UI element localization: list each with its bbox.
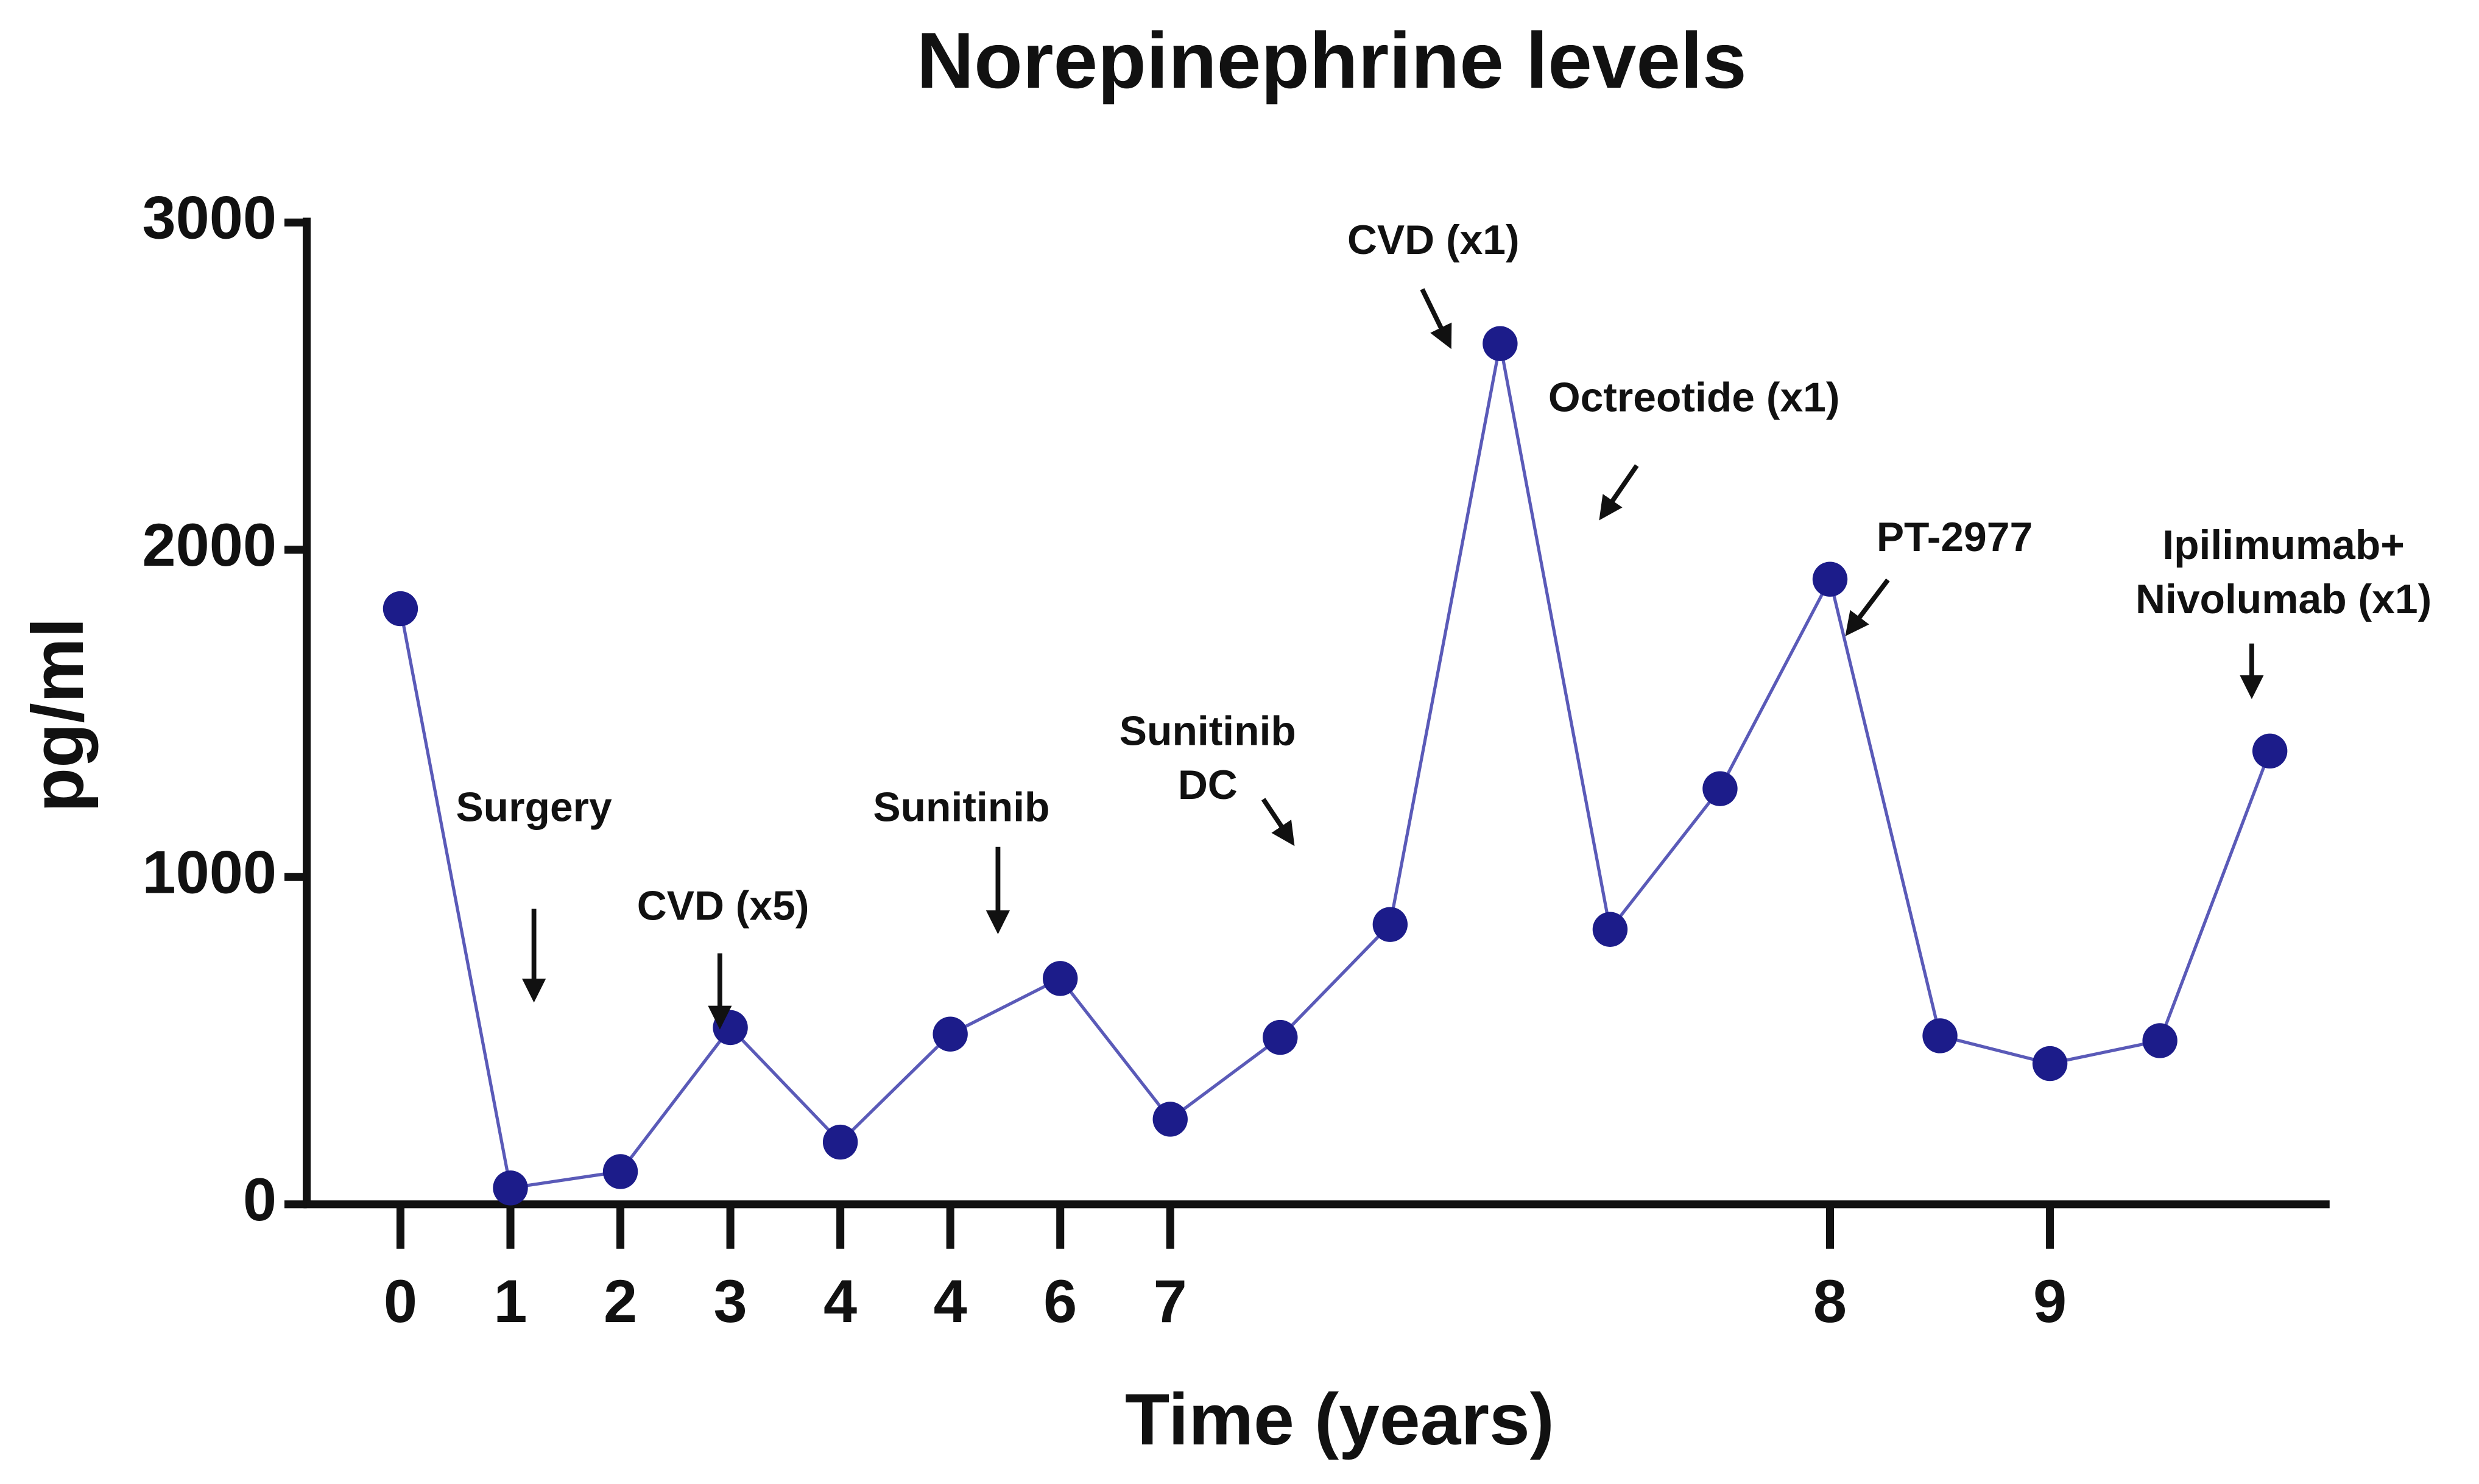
y-axis-label: pg/ml [17,617,99,812]
x-tick-label: 2 [604,1268,637,1335]
x-tick-label: 4 [823,1268,857,1335]
annotation-text: DC [1178,762,1238,808]
data-point [2252,733,2288,769]
x-axis-label: Time (years) [1125,1379,1554,1460]
data-point [1483,326,1518,361]
chart-title: Norepinephrine levels [917,16,1747,105]
annotation-arrow [1845,578,1890,636]
data-point [822,1124,858,1160]
annotation-text: CVD (x1) [1347,217,1520,263]
data-point [1592,912,1628,947]
x-tick-label: 4 [934,1268,967,1335]
data-point [1152,1102,1188,1137]
y-tick-label: 1000 [142,839,277,906]
data-point [1043,961,1078,996]
y-tick-label: 2000 [142,512,277,579]
data-point [1263,1019,1298,1055]
data-point [493,1170,528,1206]
data-point [1812,561,1848,597]
annotation-text: CVD (x5) [637,883,809,929]
annotation-arrow [1599,464,1639,521]
data-point [1702,771,1738,806]
data-point [1372,907,1408,942]
x-tick-label: 7 [1154,1268,1187,1335]
annotation-text: Ipilimumab+ [2162,522,2405,568]
annotation-arrow [1261,798,1295,846]
annotation-text: PT-2977 [1877,515,2033,560]
annotation-text: Nivolumab (x1) [2135,577,2431,622]
x-tick-label: 6 [1043,1268,1077,1335]
y-tick-label: 3000 [142,185,277,252]
data-point [383,591,418,627]
x-tick-label: 8 [1813,1268,1847,1335]
data-point [933,1016,968,1052]
x-tick-label: 9 [2033,1268,2067,1335]
x-tick-label: 3 [714,1268,747,1335]
annotation-text: Octreotide (x1) [1548,375,1840,420]
data-point [2032,1046,2068,1081]
data-point [2142,1023,2178,1058]
annotation-arrow [1420,288,1452,350]
series-line [398,343,2272,1190]
annotation-text: Sunitinib [873,785,1049,831]
data-point [1922,1018,1958,1053]
data-point [602,1154,638,1189]
x-tick-label: 1 [493,1268,527,1335]
annotation-text: Surgery [456,785,612,831]
x-tick-label: 0 [384,1268,417,1335]
annotation-text: Sunitinib [1120,708,1296,754]
y-tick-label: 0 [243,1166,277,1234]
